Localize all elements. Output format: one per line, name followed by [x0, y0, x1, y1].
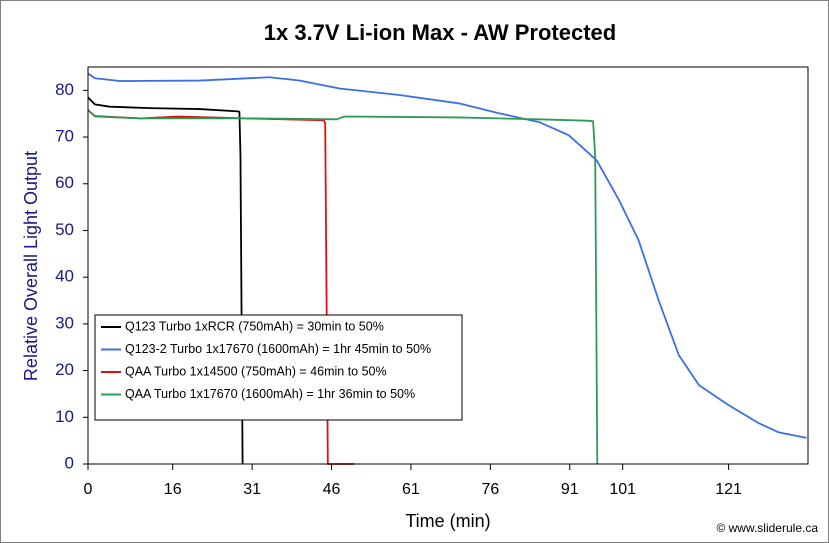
x-tick-label: 31	[243, 481, 261, 498]
y-tick-label: 0	[65, 453, 74, 472]
source-note: © www.sliderule.ca	[716, 521, 818, 535]
chart-title: 1x 3.7V Li-ion Max - AW Protected	[264, 20, 616, 45]
x-tick-label: 91	[561, 481, 579, 498]
x-tick-label: 121	[715, 481, 742, 498]
plot-border	[87, 66, 809, 465]
y-axis-label: Relative Overall Light Output	[21, 151, 41, 381]
x-tick-label: 0	[84, 481, 93, 498]
legend-label: QAA Turbo 1x17670 (1600mAh) = 1hr 36min …	[125, 387, 415, 401]
y-tick-label: 60	[55, 173, 74, 192]
legend-label: Q123-2 Turbo 1x17670 (1600mAh) = 1hr 45m…	[125, 342, 431, 356]
y-tick-label: 50	[55, 220, 74, 239]
x-tick-label: 61	[402, 481, 420, 498]
x-tick-label: 101	[609, 481, 636, 498]
x-tick-label: 46	[323, 481, 341, 498]
series-line	[87, 72, 807, 439]
legend-label: QAA Turbo 1x14500 (750mAh) = 46min to 50…	[125, 364, 387, 378]
y-tick-label: 10	[55, 407, 74, 426]
x-tick-label: 16	[164, 481, 182, 498]
x-tick-label: 76	[481, 481, 499, 498]
x-axis-label: Time (min)	[405, 511, 490, 531]
legend-box	[94, 314, 463, 421]
y-tick-label: 30	[55, 313, 74, 332]
y-tick-label: 40	[55, 267, 74, 286]
legend-label: Q123 Turbo 1xRCR (750mAh) = 30min to 50%	[125, 319, 384, 333]
series-line	[87, 96, 244, 465]
y-tick-label: 70	[55, 127, 74, 146]
y-tick-label: 80	[55, 80, 74, 99]
y-tick-label: 20	[55, 360, 74, 379]
series-line	[87, 109, 599, 465]
